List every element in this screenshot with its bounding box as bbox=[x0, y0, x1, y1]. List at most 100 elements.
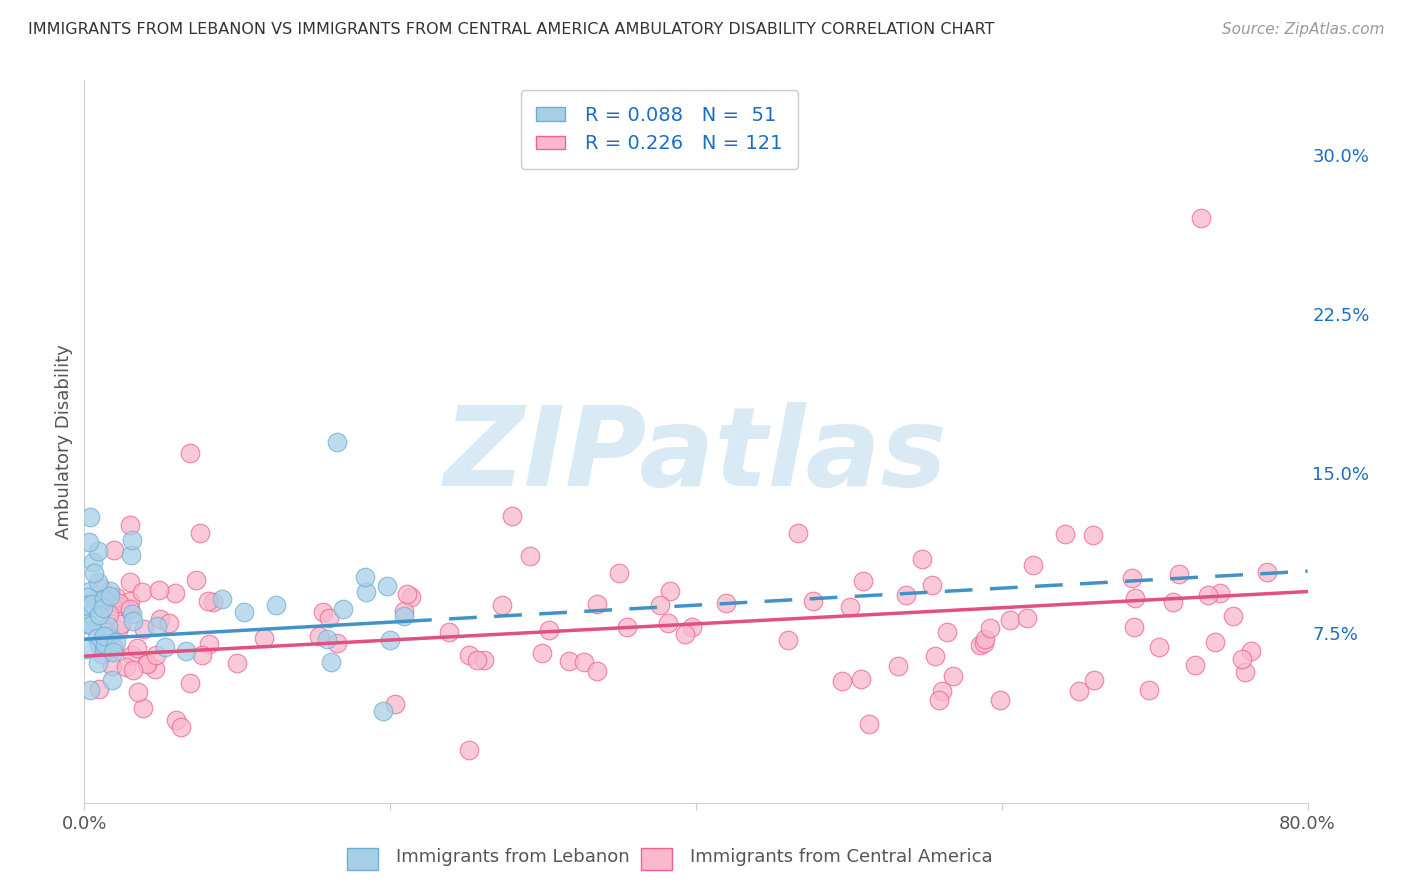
Point bbox=[118, 601, 141, 615]
Point bbox=[198, 637, 221, 651]
Point bbox=[103, 640, 125, 655]
Point bbox=[86, 574, 108, 589]
Point bbox=[396, 587, 419, 601]
Point bbox=[122, 614, 145, 628]
Point bbox=[97, 618, 120, 632]
Point bbox=[165, 713, 187, 727]
Point bbox=[392, 609, 415, 624]
Point bbox=[80, 597, 103, 611]
Point bbox=[1083, 528, 1105, 542]
FancyBboxPatch shape bbox=[347, 848, 378, 870]
Point bbox=[353, 570, 375, 584]
Point bbox=[519, 549, 541, 564]
Point bbox=[110, 617, 132, 632]
Point bbox=[491, 599, 513, 613]
Point bbox=[458, 648, 481, 663]
Point bbox=[332, 602, 354, 616]
Point bbox=[457, 742, 479, 756]
Point bbox=[118, 517, 141, 532]
Point bbox=[108, 596, 131, 610]
Point bbox=[98, 629, 121, 643]
Point bbox=[911, 551, 934, 566]
Point bbox=[87, 543, 110, 558]
Point bbox=[973, 636, 995, 650]
Point bbox=[82, 555, 104, 569]
Point bbox=[1147, 640, 1170, 655]
Text: IMMIGRANTS FROM LEBANON VS IMMIGRANTS FROM CENTRAL AMERICA AMBULATORY DISABILITY: IMMIGRANTS FROM LEBANON VS IMMIGRANTS FR… bbox=[28, 22, 994, 37]
Point bbox=[120, 549, 142, 563]
Point bbox=[136, 657, 159, 671]
Point bbox=[121, 663, 143, 677]
Point bbox=[998, 613, 1021, 627]
Point bbox=[107, 623, 129, 637]
Point bbox=[673, 627, 696, 641]
Point bbox=[132, 622, 155, 636]
Text: Immigrants from Central America: Immigrants from Central America bbox=[690, 848, 993, 866]
Point bbox=[118, 593, 141, 607]
Point bbox=[97, 624, 120, 638]
Point bbox=[378, 633, 401, 648]
Point bbox=[98, 589, 121, 603]
Point bbox=[887, 659, 910, 673]
Point bbox=[186, 573, 208, 587]
Point bbox=[311, 605, 333, 619]
Point bbox=[100, 583, 122, 598]
Legend: R = 0.088   N =  51, R = 0.226   N = 121: R = 0.088 N = 51, R = 0.226 N = 121 bbox=[520, 90, 797, 169]
Point bbox=[149, 612, 172, 626]
Point bbox=[1184, 658, 1206, 673]
Point bbox=[188, 525, 211, 540]
Point bbox=[384, 697, 406, 711]
Point bbox=[121, 607, 143, 621]
Point bbox=[145, 648, 167, 662]
Point bbox=[1053, 526, 1076, 541]
Point bbox=[502, 508, 524, 523]
Point bbox=[93, 629, 115, 643]
Point bbox=[1122, 620, 1144, 634]
Point bbox=[76, 598, 98, 612]
Point bbox=[931, 684, 953, 698]
Point bbox=[572, 655, 595, 669]
Point bbox=[465, 653, 488, 667]
Point bbox=[232, 606, 254, 620]
Point bbox=[179, 445, 201, 459]
Point bbox=[315, 632, 337, 646]
Point bbox=[354, 585, 377, 599]
Point bbox=[1022, 558, 1045, 573]
Point bbox=[1233, 665, 1256, 679]
Point bbox=[326, 635, 349, 649]
Point bbox=[849, 672, 872, 686]
Point bbox=[145, 618, 167, 632]
Point bbox=[537, 623, 560, 637]
Y-axis label: Ambulatory Disability: Ambulatory Disability bbox=[55, 344, 73, 539]
Point bbox=[143, 662, 166, 676]
Point bbox=[1017, 610, 1039, 624]
Point bbox=[157, 615, 180, 630]
Point bbox=[1069, 683, 1091, 698]
Point bbox=[76, 590, 98, 604]
Point bbox=[375, 579, 398, 593]
Point bbox=[1205, 635, 1227, 649]
Point bbox=[86, 656, 108, 670]
Point bbox=[585, 664, 607, 678]
Point bbox=[127, 684, 149, 698]
Point bbox=[969, 638, 991, 652]
Point bbox=[83, 566, 105, 580]
Point bbox=[988, 692, 1011, 706]
FancyBboxPatch shape bbox=[641, 848, 672, 870]
Point bbox=[936, 625, 959, 640]
Point bbox=[225, 657, 247, 671]
Point bbox=[1222, 609, 1244, 624]
Point bbox=[131, 701, 153, 715]
Point bbox=[325, 434, 347, 449]
Point bbox=[786, 526, 808, 541]
Point bbox=[77, 534, 100, 549]
Point bbox=[148, 582, 170, 597]
Point bbox=[91, 601, 114, 615]
Point bbox=[1121, 571, 1143, 585]
Point bbox=[321, 655, 343, 669]
Point bbox=[778, 632, 800, 647]
Point bbox=[105, 591, 128, 605]
Point bbox=[211, 592, 233, 607]
Point bbox=[1161, 595, 1184, 609]
Point bbox=[79, 509, 101, 524]
